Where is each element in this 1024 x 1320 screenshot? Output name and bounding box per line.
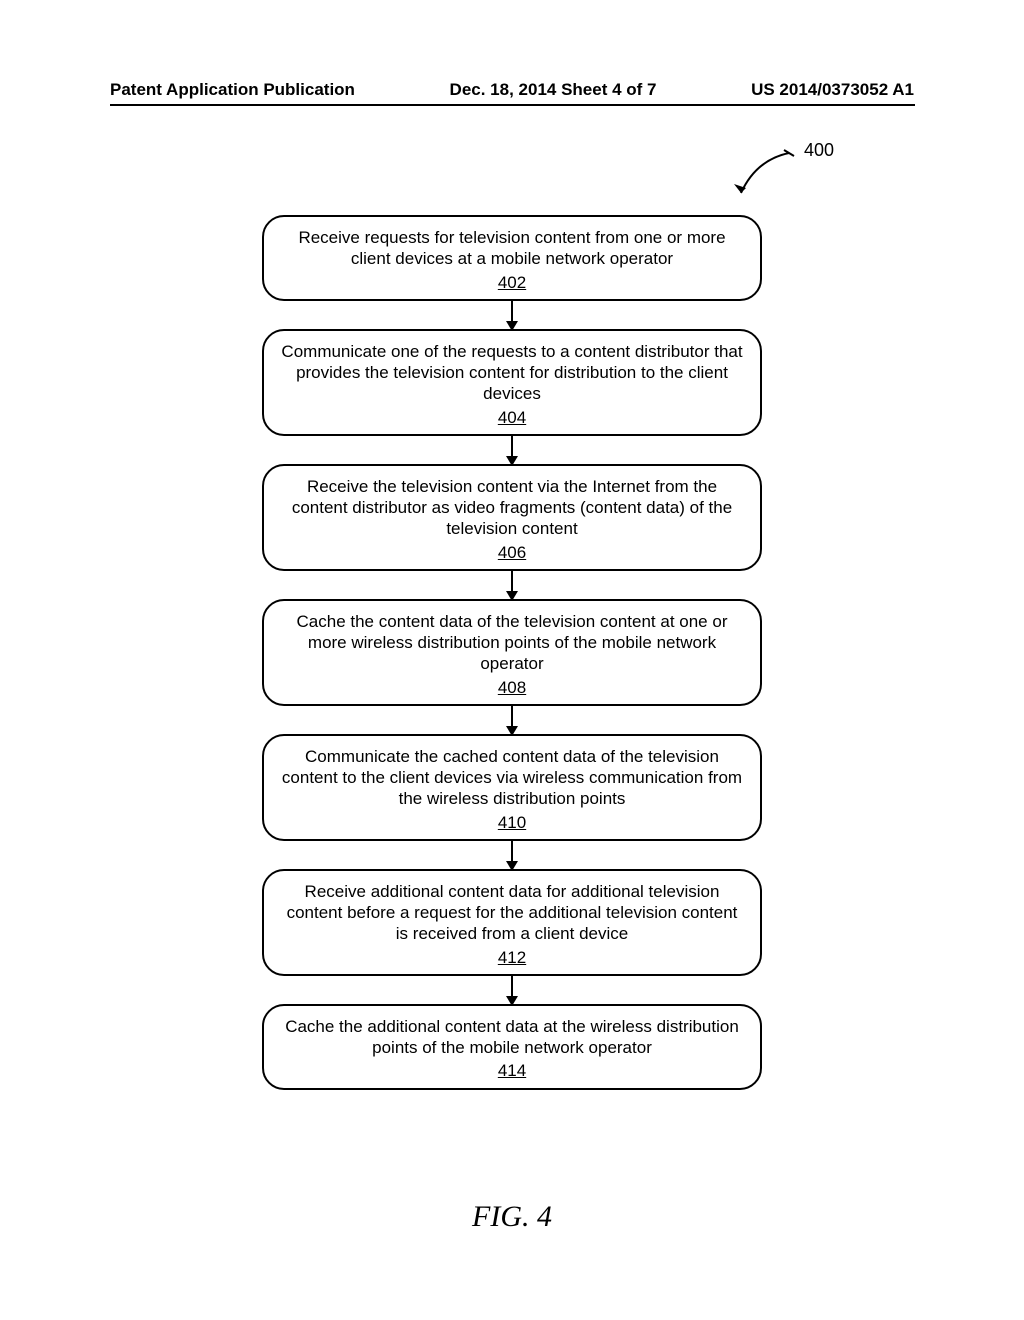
flow-connector bbox=[511, 841, 513, 869]
flow-connector bbox=[511, 976, 513, 1004]
header-right: US 2014/0373052 A1 bbox=[751, 80, 914, 100]
flow-connector bbox=[511, 706, 513, 734]
flow-step-ref: 414 bbox=[280, 1060, 744, 1081]
flow-step: Receive additional content data for addi… bbox=[262, 869, 762, 976]
flow-step: Cache the content data of the television… bbox=[262, 599, 762, 706]
flow-connector bbox=[511, 436, 513, 464]
reference-arrow bbox=[726, 148, 796, 208]
flow-step-ref: 406 bbox=[280, 542, 744, 563]
figure-reference-number: 400 bbox=[804, 140, 834, 161]
page-header: Patent Application Publication Dec. 18, … bbox=[0, 80, 1024, 100]
flow-step-text: Cache the additional content data at the… bbox=[285, 1017, 739, 1057]
flow-step: Receive requests for television content … bbox=[262, 215, 762, 301]
flow-step-ref: 408 bbox=[280, 677, 744, 698]
flow-step-ref: 404 bbox=[280, 407, 744, 428]
figure-label: FIG. 4 bbox=[0, 1200, 1024, 1234]
flowchart: Receive requests for television content … bbox=[262, 215, 762, 1090]
flow-step-text: Receive additional content data for addi… bbox=[287, 882, 738, 944]
flow-step-ref: 412 bbox=[280, 947, 744, 968]
reference-arrow-svg bbox=[726, 148, 796, 203]
flow-step-text: Receive requests for television content … bbox=[298, 228, 725, 268]
header-center: Dec. 18, 2014 Sheet 4 of 7 bbox=[450, 80, 657, 100]
flow-step-text: Receive the television content via the I… bbox=[292, 477, 732, 539]
flow-step-text: Communicate one of the requests to a con… bbox=[281, 342, 742, 404]
flow-step-text: Communicate the cached content data of t… bbox=[282, 747, 742, 809]
flow-step: Cache the additional content data at the… bbox=[262, 1004, 762, 1090]
header-left: Patent Application Publication bbox=[110, 80, 355, 100]
flow-step: Receive the television content via the I… bbox=[262, 464, 762, 571]
page: Patent Application Publication Dec. 18, … bbox=[0, 0, 1024, 1320]
flow-connector bbox=[511, 571, 513, 599]
flow-connector bbox=[511, 301, 513, 329]
flow-step-text: Cache the content data of the television… bbox=[297, 612, 728, 674]
flow-step: Communicate one of the requests to a con… bbox=[262, 329, 762, 436]
flow-step-ref: 410 bbox=[280, 812, 744, 833]
flow-step: Communicate the cached content data of t… bbox=[262, 734, 762, 841]
header-rule bbox=[110, 104, 915, 106]
flow-step-ref: 402 bbox=[280, 272, 744, 293]
